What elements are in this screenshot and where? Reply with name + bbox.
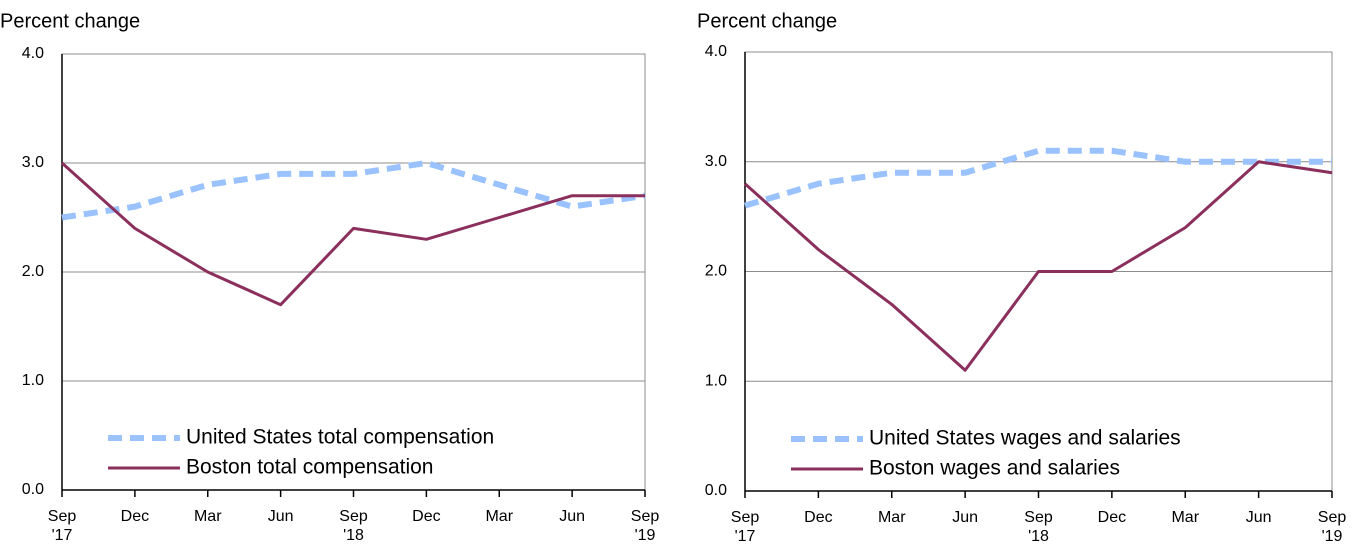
x-tick-label: Jun xyxy=(1245,509,1272,526)
series-line xyxy=(60,161,645,307)
x-tick-label: Sep '18 xyxy=(339,508,368,544)
x-tick-label: Jun xyxy=(952,509,979,526)
x-tick-label: Dec xyxy=(804,509,833,526)
series-line xyxy=(744,147,1332,209)
x-tick-label: Sep '19 xyxy=(1317,509,1347,545)
legend-label: United States wages and salaries xyxy=(869,427,1181,450)
x-tick-label: Dec xyxy=(120,508,150,525)
x-tick-label: Sep '18 xyxy=(1024,509,1053,545)
x-tick-label: Sep '17 xyxy=(47,508,77,544)
y-tick-label: 2.0 xyxy=(22,263,44,280)
x-tick-label: Mar xyxy=(193,508,222,525)
y-axis-title: Percent change xyxy=(0,10,140,32)
x-tick-label: Sep '17 xyxy=(730,509,760,545)
y-tick-label: 3.0 xyxy=(22,154,44,171)
legend-label: Boston wages and salaries xyxy=(869,457,1120,480)
x-tick-label: Mar xyxy=(877,509,906,526)
series-line xyxy=(743,160,1333,372)
x-tick-label: Sep '19 xyxy=(630,508,660,544)
legend-label: Boston total compensation xyxy=(186,456,434,479)
y-tick-label: 1.0 xyxy=(22,372,44,389)
series-line xyxy=(61,160,646,221)
x-tick-label: Mar xyxy=(485,508,514,525)
x-tick-label: Dec xyxy=(412,508,441,525)
y-tick-label: 4.0 xyxy=(705,43,727,60)
x-tick-label: Jun xyxy=(267,508,294,525)
legend-label: United States total compensation xyxy=(186,426,494,449)
y-tick-label: 4.0 xyxy=(22,45,44,62)
y-axis-title: Percent change xyxy=(697,10,837,32)
y-tick-label: 3.0 xyxy=(705,153,727,170)
y-tick-label: 2.0 xyxy=(705,263,727,280)
x-tick-label: Dec xyxy=(1097,509,1127,526)
y-tick-label: 0.0 xyxy=(22,481,44,498)
y-tick-label: 1.0 xyxy=(705,372,727,389)
y-tick-label: 0.0 xyxy=(705,482,727,499)
x-tick-label: Mar xyxy=(1171,509,1200,526)
x-tick-label: Jun xyxy=(559,508,586,525)
